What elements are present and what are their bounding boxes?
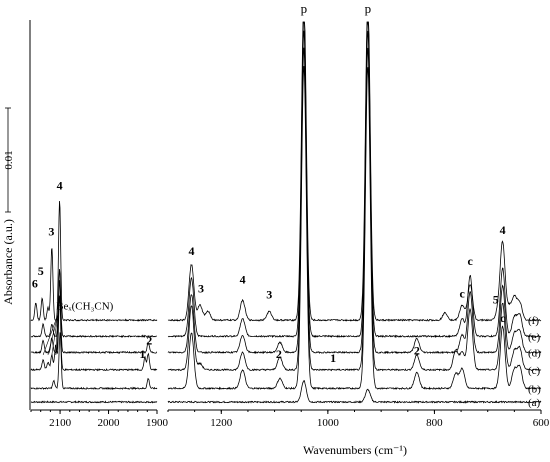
annotation-leader [51, 313, 59, 355]
peak-annotation: 1 [139, 347, 145, 361]
trace-label: (a) [528, 397, 541, 409]
peak-annotation: 6 [32, 276, 38, 290]
x-tick-label: 1000 [317, 417, 340, 429]
x-tick-label: 2000 [98, 417, 121, 429]
peak-annotation: c [500, 311, 506, 325]
trace-label: (b) [528, 383, 541, 395]
peak-annotation: 3 [266, 288, 272, 302]
peak-annotation: Beₓ(CH₃CN) [56, 301, 113, 313]
trace-line-c-right [167, 47, 542, 372]
axes: 2100 2000 1900 1200 1000 800 600 [5, 20, 550, 429]
peak-annotation: p [365, 1, 372, 16]
peak-annotation: p [301, 1, 308, 16]
y-axis-label: Absorbance (a.u.) [1, 219, 15, 305]
x-tick-label: 1900 [146, 417, 169, 429]
peak-annotation: 2 [276, 347, 282, 361]
trace-label: (c) [528, 365, 541, 377]
trace-line-a-right [167, 379, 542, 404]
trace-line-e-left [30, 268, 157, 339]
peak-annotation: 4 [500, 223, 506, 237]
annotation-leader [42, 313, 59, 355]
annotation-leader [55, 313, 59, 355]
peak-annotation: 5 [38, 264, 44, 278]
trace-line-d-right [167, 30, 542, 355]
trace-line-f-right [167, 21, 542, 323]
peak-annotation: 5 [493, 293, 499, 307]
trace-label: (f) [528, 315, 539, 327]
peak-annotation: 1 [330, 351, 336, 365]
annotation-leader [47, 313, 59, 355]
peak-annotation: 2 [414, 343, 420, 357]
x-axis-label: Wavenumbers (cm⁻¹) [303, 443, 407, 457]
x-tick-label: 800 [426, 417, 443, 429]
trace-line-d-left [30, 280, 158, 355]
trace-line-a-left [30, 400, 158, 404]
spectra-traces: (a) (b) (c) (d) (e) (f) [30, 21, 542, 409]
peak-annotation: 4 [240, 273, 246, 287]
peak-annotation: c [459, 286, 465, 300]
trace-line-f-left [30, 200, 158, 322]
x-tick-label: 2100 [49, 417, 72, 429]
trace-label: (e) [528, 331, 541, 343]
scale-bar-label: 0.01 [3, 150, 15, 169]
trace-label: (d) [528, 347, 541, 359]
peak-annotation: 2 [146, 333, 152, 347]
peak-annotation: 4 [188, 244, 194, 258]
trace-line-b-right [167, 65, 542, 391]
peak-annotation: 4 [57, 178, 63, 192]
trace-line-e-right [167, 21, 541, 339]
x-tick-label: 1200 [210, 417, 233, 429]
peak-annotation: 3 [48, 224, 54, 238]
x-tick-label: 600 [533, 417, 550, 429]
trace-line-b-left [30, 332, 158, 391]
peak-annotation: 3 [198, 281, 204, 295]
peak-annotation: c [467, 254, 473, 268]
